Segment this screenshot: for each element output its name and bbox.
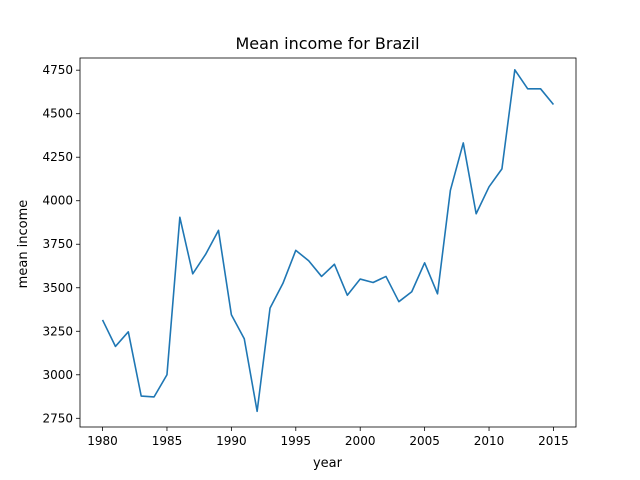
x-tick-label: 2005 [409, 434, 440, 448]
chart-title: Mean income for Brazil [235, 34, 419, 53]
y-tick-label: 3250 [42, 324, 73, 338]
x-tick-label: 2010 [474, 434, 505, 448]
plot-frame [79, 57, 577, 428]
x-tick-label: 1995 [281, 434, 312, 448]
y-tick-label: 3000 [42, 368, 73, 382]
plot-area: 1980 1985 1990 1995 2000 2005 2010 2015 2750 3000… [42, 57, 577, 448]
data-line-series-0 [101, 69, 555, 413]
y-tick-label: 3750 [42, 237, 73, 251]
y-tick-label: 4000 [42, 194, 73, 208]
x-tick-label: 2015 [538, 434, 569, 448]
y-tick-label: 4250 [42, 150, 73, 164]
y-tick-label: 3500 [42, 281, 73, 295]
x-tick-label: 1990 [216, 434, 247, 448]
y-tick-label: 4500 [42, 107, 73, 121]
x-tick-label: 2000 [345, 434, 376, 448]
y-tick-label: 4750 [42, 63, 73, 77]
x-tick-label: 1985 [152, 434, 183, 448]
y-tick-label: 2750 [42, 411, 73, 425]
x-axis-label: year [313, 456, 343, 471]
y-axis-label: mean income [16, 200, 31, 289]
x-tick-label: 1980 [87, 434, 118, 448]
